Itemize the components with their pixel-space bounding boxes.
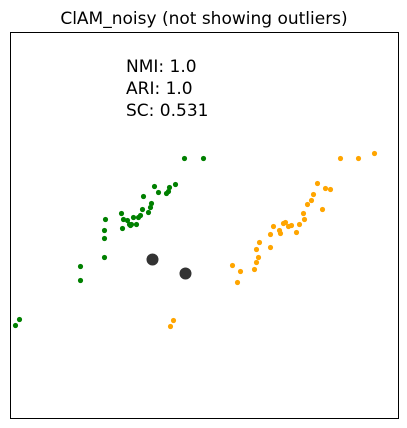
- series-0-point-20: [140, 193, 147, 200]
- series-0-point-28: [166, 184, 173, 191]
- series-1-point-5: [251, 266, 258, 273]
- series-1-point-18: [288, 222, 295, 229]
- series-1-point-16: [282, 219, 289, 226]
- series-0-point-5: [101, 235, 108, 242]
- series-1-point-31: [355, 155, 362, 162]
- series-0-point-10: [120, 216, 127, 223]
- series-1-point-14: [277, 230, 284, 237]
- series-1-point-9: [256, 239, 263, 246]
- series-1-point-23: [304, 201, 311, 208]
- series-1-point-1: [170, 317, 177, 324]
- series-1-point-29: [327, 186, 334, 193]
- chart-title: ClAM_noisy (not showing outliers): [60, 9, 347, 29]
- series-0-point-16: [133, 221, 140, 228]
- annotation-0: NMI: 1.0: [126, 57, 197, 77]
- series-0-point-27: [165, 188, 172, 195]
- series-0: [12, 155, 207, 329]
- series-1-point-6: [253, 259, 260, 266]
- series-0-point-31: [200, 155, 207, 162]
- series-1-point-24: [308, 197, 315, 204]
- series-0-point-22: [147, 204, 154, 211]
- series-0-point-25: [155, 189, 162, 196]
- series-1-point-4: [237, 268, 244, 275]
- series-0-point-29: [172, 181, 179, 188]
- annotation-2: SC: 0.531: [126, 101, 208, 121]
- series-1-point-26: [314, 180, 321, 187]
- series-1-point-22: [301, 216, 308, 223]
- series-0-point-4: [101, 254, 108, 261]
- series-0-point-7: [102, 216, 109, 223]
- series-1-point-0: [167, 323, 174, 330]
- cluster-centers: [146, 253, 192, 280]
- series-1-point-2: [234, 279, 241, 286]
- series-0-point-9: [119, 225, 126, 232]
- series-1-point-7: [255, 254, 262, 261]
- series-1-point-19: [293, 229, 300, 236]
- series-1-point-25: [310, 191, 317, 198]
- series-0-point-2: [77, 277, 84, 284]
- series-0-point-19: [139, 206, 146, 213]
- series-0-point-21: [145, 209, 152, 216]
- series-0-point-0: [12, 322, 19, 329]
- series-1-point-10: [267, 244, 274, 251]
- cluster-center-0: [146, 253, 159, 266]
- series-0-point-18: [137, 212, 144, 219]
- series-0-point-6: [101, 227, 108, 234]
- series-1: [167, 150, 378, 330]
- series-0-point-8: [118, 210, 125, 217]
- series-1-point-32: [371, 150, 378, 157]
- series-0-point-14: [128, 221, 135, 228]
- series-1-point-8: [253, 246, 260, 253]
- series-0-point-11: [124, 217, 131, 224]
- series-1-point-11: [267, 231, 274, 238]
- series-1-point-20: [296, 221, 303, 228]
- scatter-series: [12, 150, 378, 330]
- series-1-point-12: [270, 223, 277, 230]
- series-0-point-24: [151, 183, 158, 190]
- series-0-point-1: [16, 316, 23, 323]
- cluster-center-1: [179, 267, 192, 280]
- annotation-1: ARI: 1.0: [126, 79, 193, 99]
- series-1-point-28: [322, 185, 329, 192]
- series-1-point-27: [319, 206, 326, 213]
- series-1-point-30: [337, 155, 344, 162]
- plot-frame: [10, 32, 399, 419]
- series-0-point-3: [77, 263, 84, 270]
- series-0-point-30: [181, 155, 188, 162]
- series-1-point-3: [229, 262, 236, 269]
- series-0-point-23: [148, 200, 155, 207]
- series-0-point-15: [130, 214, 137, 221]
- series-1-point-21: [300, 210, 307, 217]
